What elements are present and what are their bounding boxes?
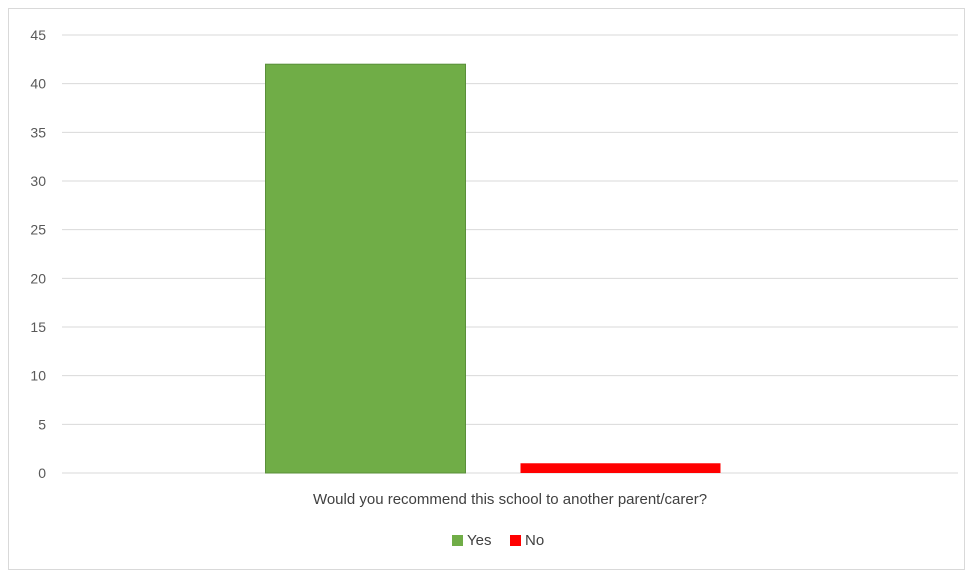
y-tick-label: 0 (38, 465, 46, 481)
y-tick-label: 10 (30, 368, 46, 384)
y-tick-label: 40 (30, 76, 46, 92)
legend-swatch-no (510, 535, 521, 546)
bars (265, 63, 721, 474)
x-axis-category-label: Would you recommend this school to anoth… (313, 491, 707, 508)
bar-yes (265, 63, 466, 474)
y-tick-label: 35 (30, 124, 46, 140)
gridlines (62, 34, 958, 474)
chart-frame (8, 8, 965, 570)
y-tick-label: 5 (38, 416, 46, 432)
y-tick-label: 20 (30, 270, 46, 286)
legend-label-no: No (525, 532, 544, 549)
legend-label-yes: Yes (467, 532, 491, 549)
y-tick-label: 45 (30, 27, 46, 43)
legend: Yes No (452, 532, 544, 549)
y-axis-tick-labels: 0 5 10 15 20 25 30 35 40 45 (30, 27, 46, 481)
legend-swatch-yes (452, 535, 463, 546)
bar-no (520, 463, 721, 473)
y-tick-label: 15 (30, 319, 46, 335)
y-tick-label: 25 (30, 222, 46, 238)
y-tick-label: 30 (30, 173, 46, 189)
